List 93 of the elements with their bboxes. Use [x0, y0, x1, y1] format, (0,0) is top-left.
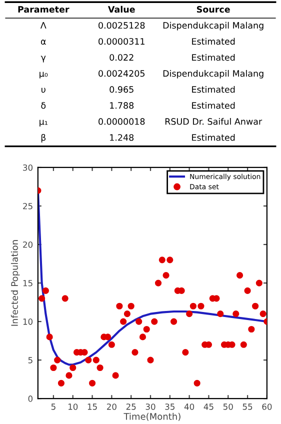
y-tick-label: 15 [23, 280, 32, 286]
point [132, 349, 138, 356]
text: Source [196, 6, 230, 13]
text: Parameter [18, 6, 70, 13]
text: 1.248 [110, 134, 134, 141]
text: μ₀ [40, 72, 48, 78]
point [154, 280, 162, 286]
y-tick-label: 25 [23, 202, 32, 210]
point [158, 256, 166, 264]
text: Estimated [192, 86, 235, 93]
point [46, 334, 53, 340]
y-tick-label: 5 [28, 357, 32, 364]
point [248, 326, 255, 333]
y-tick-label: 30 [23, 164, 33, 171]
point [217, 310, 224, 318]
text: 0.022 [110, 54, 134, 61]
point [128, 302, 134, 310]
point [120, 318, 127, 325]
point [85, 356, 92, 364]
y-axis-title: Infected Population [10, 240, 20, 326]
point [260, 310, 266, 318]
x-tick-label: 45 [204, 404, 214, 410]
point [244, 287, 251, 294]
point [38, 295, 46, 302]
text: Estimated [192, 38, 235, 45]
text: RSUD Dr. Saiful Anwar [165, 118, 262, 125]
point [170, 318, 178, 325]
text: α [40, 40, 46, 45]
point [112, 372, 119, 379]
text: υ [41, 88, 46, 93]
point [116, 302, 123, 310]
point [186, 310, 193, 318]
point [124, 310, 131, 318]
point [151, 318, 158, 325]
text: μ₁ [40, 120, 48, 126]
point [139, 334, 146, 340]
text: Estimated [192, 134, 235, 141]
point [104, 334, 112, 340]
point [62, 295, 68, 302]
text: 0.0000018 [98, 118, 145, 125]
point [162, 272, 170, 279]
text: 0.965 [110, 86, 134, 93]
point [42, 287, 49, 294]
y-tick-label: 0 [28, 396, 33, 402]
text: Value [108, 6, 135, 13]
x-tick-label: 25 [126, 404, 136, 410]
point [143, 326, 150, 333]
x-axis-title: Time(Month) [124, 412, 180, 421]
text: 0.0000311 [98, 38, 144, 45]
text: δ [41, 102, 46, 109]
point [232, 310, 240, 318]
text: Dispendukcapil Malang [163, 70, 264, 78]
point [198, 302, 204, 310]
text: 1.788 [110, 102, 134, 109]
text: Estimated [192, 54, 235, 61]
x-tick-label: 35 [165, 404, 174, 410]
point [252, 302, 259, 310]
text: 0.0024205 [98, 70, 145, 77]
point [108, 341, 115, 348]
x-tick-label: 20 [106, 404, 116, 410]
point [190, 302, 196, 310]
point [236, 272, 244, 279]
point [147, 356, 154, 364]
x-tick-label: 60 [262, 404, 272, 410]
point [88, 380, 96, 386]
point [256, 280, 262, 286]
y-tick-label: 10 [23, 318, 33, 325]
y-tick-label: 20 [23, 241, 33, 248]
text: Λ [40, 22, 46, 29]
point [50, 364, 57, 372]
x-tick-label: 40 [184, 404, 194, 410]
x-tick-label: 30 [146, 404, 156, 410]
text: Dispendukcapil Malang [163, 22, 264, 30]
text: β [41, 134, 46, 143]
point [182, 349, 189, 356]
point [92, 356, 100, 364]
point [58, 380, 65, 386]
text: Estimated [192, 102, 235, 109]
point [194, 380, 200, 386]
x-tick-label: 5 [51, 404, 56, 410]
point [96, 364, 104, 372]
text: 0.0025128 [98, 22, 145, 29]
point [54, 356, 61, 364]
x-tick-label: 50 [223, 404, 233, 410]
point [166, 256, 174, 264]
point [70, 364, 76, 372]
point [66, 372, 72, 379]
x-tick-label: 55 [242, 404, 252, 410]
x-tick-label: 10 [68, 404, 78, 410]
point [136, 318, 142, 325]
point [240, 341, 247, 348]
x-tick-label: 15 [88, 404, 97, 410]
text: γ [40, 56, 46, 62]
